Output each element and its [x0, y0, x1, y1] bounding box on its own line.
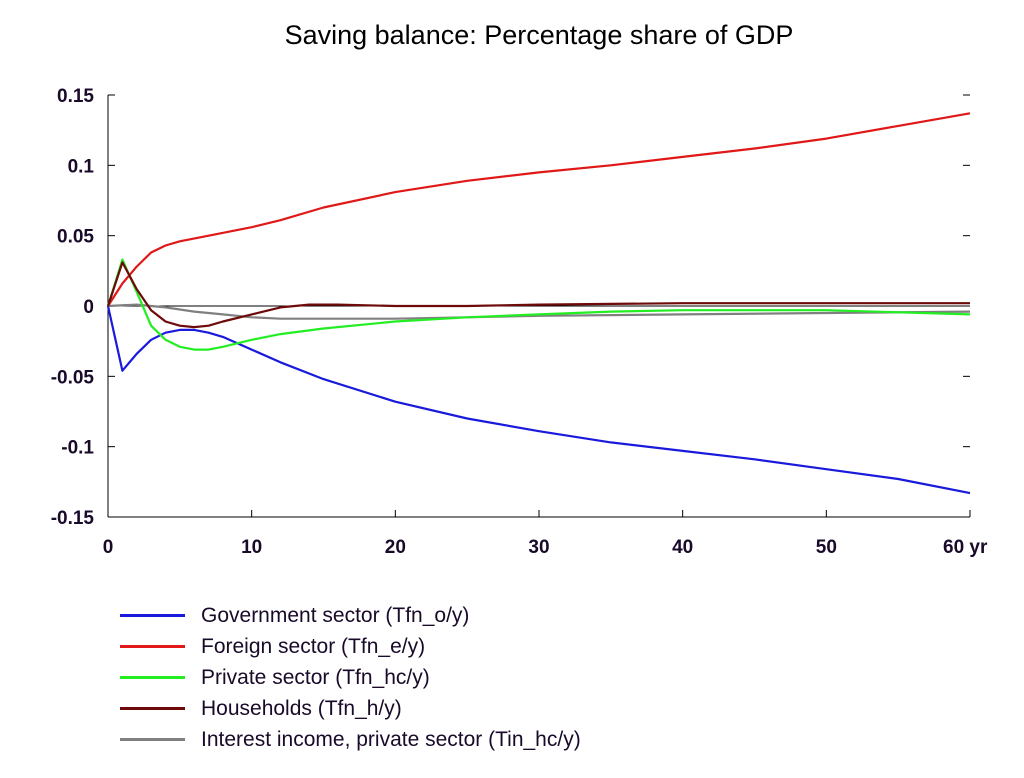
legend-label: Private sector (Tfn_hc/y) [201, 665, 430, 689]
series-line-5 [107, 303, 971, 320]
legend-label: Interest income, private sector (Tin_hc/… [201, 727, 581, 751]
chart-title: Saving balance: Percentage share of GDP [284, 20, 794, 50]
axes: 0.15 0.1 0.05 0 -0.05 -0.1 -0.15 0 10 20 30 40 50 60 … [51, 86, 988, 558]
legend-label: Households (Tfn_h/y) [201, 696, 402, 720]
legend-label: Government sector (Tfn_o/y) [201, 603, 470, 627]
x-tick-label: 30 [528, 537, 549, 558]
legend-label: Foreign sector (Tfn_e/y) [201, 634, 426, 658]
x-tick-label: 10 [241, 537, 262, 558]
y-tick-label: 0.1 [68, 156, 95, 177]
y-tick-label: -0.15 [51, 508, 95, 529]
x-tick-label: 50 [816, 537, 837, 558]
legend-item: Households (Tfn_h/y) [120, 693, 581, 724]
legend-item: Government sector (Tfn_o/y) [120, 600, 581, 631]
legend: Government sector (Tfn_o/y) Foreign secto… [120, 600, 581, 755]
x-tick-label: 20 [385, 537, 406, 558]
series-line-3 [106, 258, 971, 351]
legend-item: Interest income, private sector (Tin_hc/… [120, 724, 581, 755]
legend-swatch [120, 707, 185, 710]
y-tick-label: -0.1 [61, 438, 94, 459]
x-tick-label: 40 [672, 537, 693, 558]
legend-item: Private sector (Tfn_hc/y) [120, 662, 581, 693]
legend-swatch [120, 614, 185, 617]
y-tick-label: 0 [83, 297, 94, 318]
y-tick-label: -0.05 [51, 367, 95, 388]
x-tick-label: 60 yr [943, 537, 988, 558]
legend-swatch [120, 645, 185, 648]
y-tick-label: 0.15 [57, 86, 94, 107]
series-line-2 [107, 112, 971, 307]
series-lines [106, 112, 971, 495]
series-line-1 [106, 305, 971, 495]
y-tick-label: 0.05 [57, 227, 94, 248]
series-line-4 [106, 261, 970, 329]
legend-item: Foreign sector (Tfn_e/y) [120, 631, 581, 662]
legend-swatch [120, 676, 185, 679]
legend-swatch [120, 738, 185, 741]
x-tick-label: 0 [103, 537, 114, 558]
